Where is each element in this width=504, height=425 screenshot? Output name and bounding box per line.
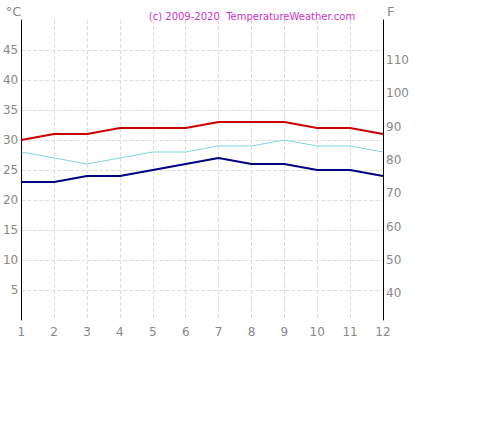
- svg-text:100: 100: [386, 86, 409, 100]
- svg-text:2: 2: [50, 325, 58, 339]
- svg-text:9: 9: [281, 325, 289, 339]
- svg-text:30: 30: [3, 133, 18, 147]
- svg-text:5: 5: [11, 283, 19, 297]
- svg-text:°C: °C: [6, 4, 22, 19]
- svg-text:80: 80: [386, 153, 401, 167]
- svg-text:4: 4: [116, 325, 124, 339]
- svg-text:1: 1: [17, 325, 25, 339]
- svg-text:70: 70: [386, 186, 401, 200]
- svg-text:110: 110: [386, 53, 409, 67]
- svg-text:40: 40: [3, 73, 18, 87]
- svg-text:11: 11: [342, 325, 357, 339]
- svg-text:12: 12: [375, 325, 390, 339]
- svg-text:7: 7: [215, 325, 223, 339]
- svg-text:60: 60: [386, 220, 401, 234]
- svg-text:(c) 2009-2020 TemperatureWeat: (c) 2009-2020 TemperatureWeather.com: [149, 11, 355, 22]
- svg-text:3: 3: [83, 325, 91, 339]
- svg-text:10: 10: [310, 325, 325, 339]
- svg-text:40: 40: [386, 286, 401, 300]
- svg-text:8: 8: [248, 325, 256, 339]
- svg-text:35: 35: [3, 103, 18, 117]
- svg-text:50: 50: [386, 253, 401, 267]
- svg-text:6: 6: [182, 325, 190, 339]
- svg-text:45: 45: [3, 43, 18, 57]
- svg-text:10: 10: [3, 253, 18, 267]
- svg-text:5: 5: [149, 325, 157, 339]
- svg-text:15: 15: [3, 223, 18, 237]
- svg-text:25: 25: [3, 163, 18, 177]
- svg-text:20: 20: [3, 193, 18, 207]
- svg-text:90: 90: [386, 120, 401, 134]
- svg-text:F: F: [387, 4, 394, 19]
